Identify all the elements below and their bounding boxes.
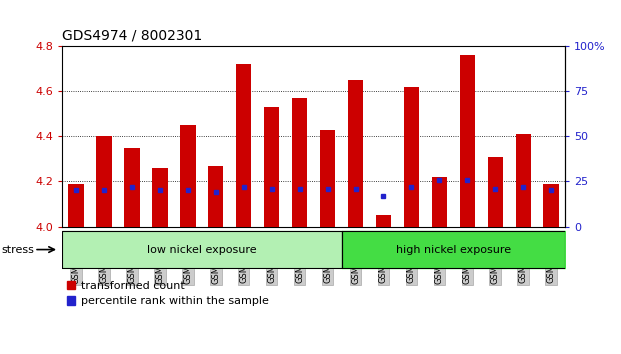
Bar [208,166,224,227]
Bar [515,134,531,227]
Bar [320,130,335,227]
Text: stress: stress [1,245,34,255]
Bar [460,55,475,227]
Legend: transformed count, percentile rank within the sample: transformed count, percentile rank withi… [62,276,273,311]
Bar [404,87,419,227]
Text: low nickel exposure: low nickel exposure [147,245,256,255]
Bar [236,64,252,227]
Text: GDS4974 / 8002301: GDS4974 / 8002301 [62,28,202,42]
Bar [292,98,307,227]
Bar [264,107,279,227]
Bar [348,80,363,227]
Bar [543,184,559,227]
Bar [68,184,84,227]
Bar [180,125,196,227]
Bar [124,148,140,227]
Bar [487,156,503,227]
Bar [152,168,168,227]
Bar [96,136,112,227]
Bar [432,177,447,227]
Bar [376,215,391,227]
Text: high nickel exposure: high nickel exposure [396,245,511,255]
